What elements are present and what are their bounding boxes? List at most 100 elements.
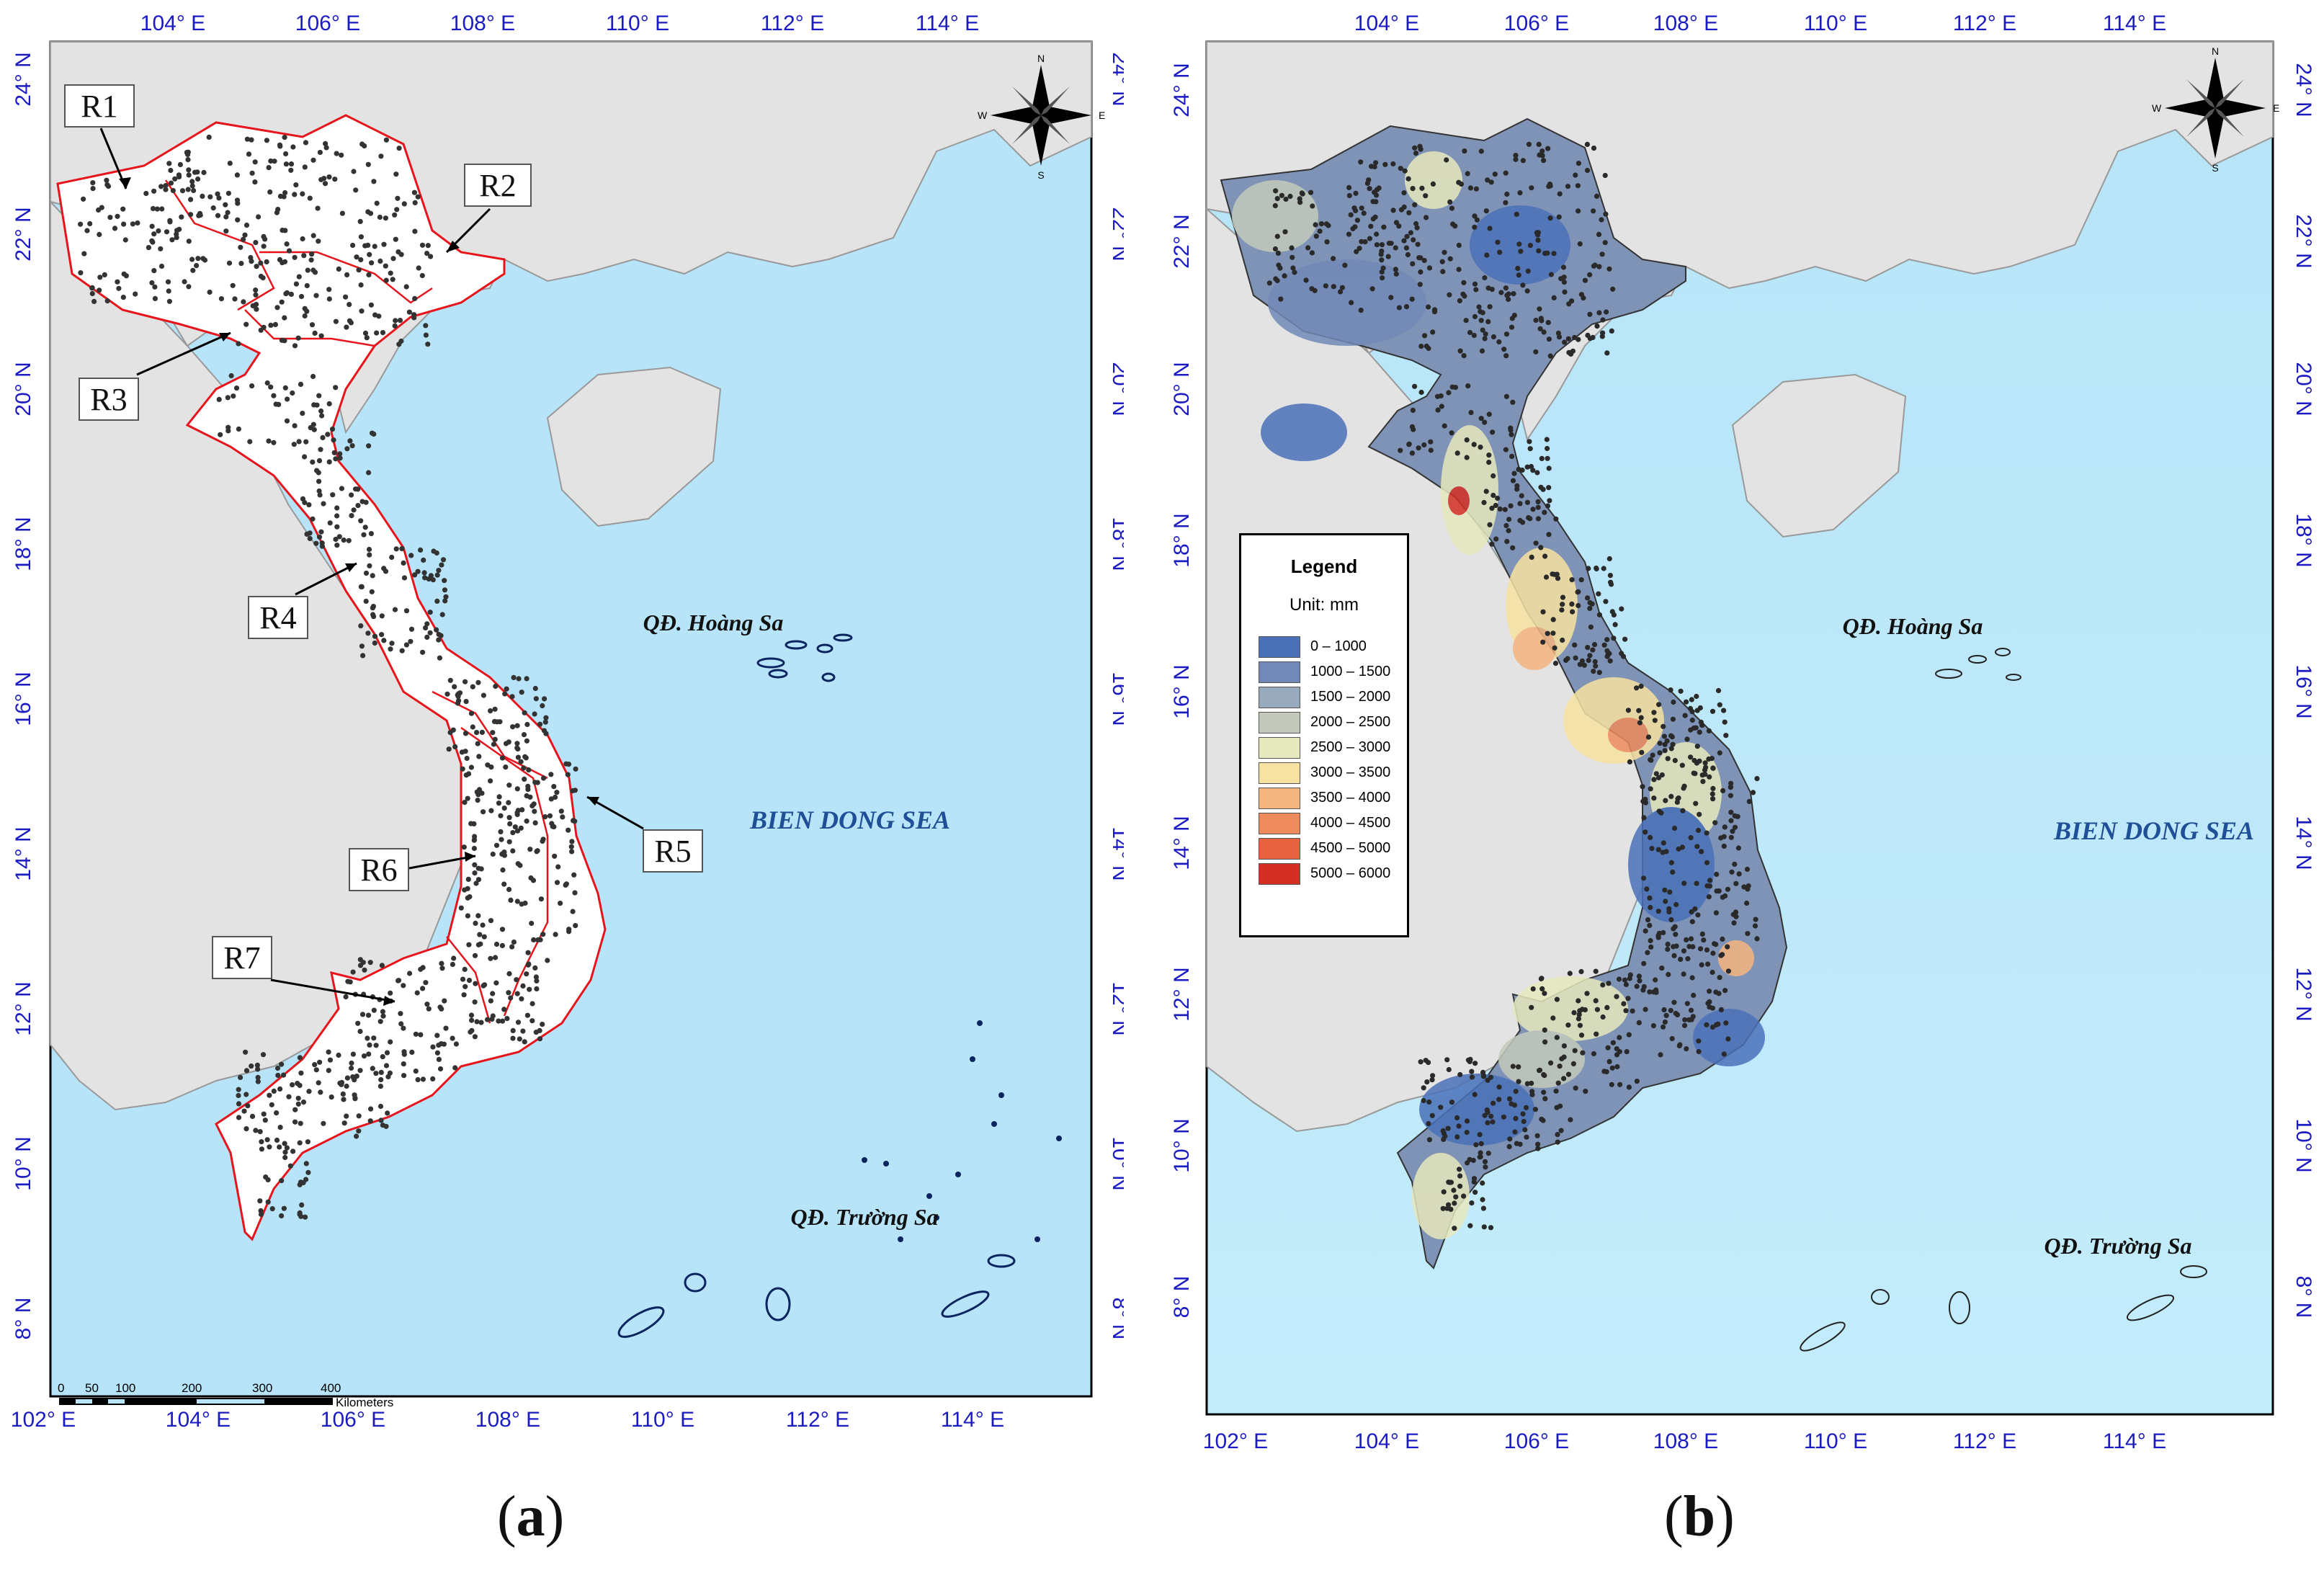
station-dot <box>1529 1080 1534 1087</box>
station-dot <box>356 1113 362 1119</box>
station-dot <box>266 438 272 444</box>
station-dot <box>1694 744 1700 749</box>
station-dot <box>1441 1189 1447 1195</box>
station-dot <box>282 315 287 321</box>
station-dot <box>263 1174 269 1180</box>
station-dot <box>1441 1130 1447 1136</box>
station-dot <box>1452 385 1459 391</box>
station-dot <box>1676 795 1681 801</box>
station-dot <box>1467 1058 1472 1064</box>
station-dot <box>1661 723 1666 729</box>
station-dot <box>1709 756 1715 762</box>
station-dot <box>1560 602 1565 607</box>
station-dot <box>1571 1009 1577 1016</box>
lat-labels-right: 24° N 22° N 20° N 18° N 16° N 14° N 12° … <box>1108 52 1124 1339</box>
station-dot <box>1561 280 1567 285</box>
station-dot <box>377 214 383 220</box>
station-dot <box>1626 1032 1632 1038</box>
station-dot <box>1694 844 1700 849</box>
station-dot <box>418 547 424 553</box>
station-dot <box>299 1202 305 1208</box>
station-dot <box>1657 741 1663 746</box>
station-dot <box>318 333 324 339</box>
station-dot <box>1741 884 1747 890</box>
station-dot <box>514 741 520 746</box>
station-dot <box>200 256 206 262</box>
legend-class-label: 1500 – 2000 <box>1310 689 1391 705</box>
station-dot <box>1643 928 1648 934</box>
legend-classes: 0 – 1000 1000 – 1500 1500 – 2000 2000 – 250… <box>1241 634 1407 886</box>
station-dot <box>1461 1193 1467 1199</box>
station-dot <box>197 210 203 216</box>
station-dot <box>540 932 546 937</box>
station-dot <box>1373 160 1379 166</box>
station-dot <box>1379 257 1385 263</box>
station-dot <box>1569 601 1575 607</box>
station-dot <box>1403 304 1410 310</box>
station-dot <box>1513 156 1519 162</box>
station-dot <box>303 1214 308 1220</box>
station-dot <box>292 343 298 349</box>
station-dot <box>1752 923 1758 929</box>
station-dot <box>355 503 361 509</box>
station-dot <box>277 193 284 199</box>
station-dot <box>1720 788 1726 793</box>
station-dot <box>566 827 571 833</box>
station-dot <box>326 174 332 180</box>
station-dot <box>464 755 470 762</box>
station-dot <box>380 330 386 336</box>
station-dot <box>1661 929 1666 936</box>
station-dot <box>389 554 395 561</box>
offshore-islands <box>617 633 1016 1338</box>
station-dot <box>428 254 434 259</box>
station-dot <box>253 287 259 293</box>
station-dot <box>236 1087 241 1092</box>
station-dot <box>1430 329 1436 335</box>
station-dot <box>524 738 530 744</box>
station-dot <box>1668 860 1674 865</box>
station-dot <box>415 194 421 200</box>
station-dot <box>223 202 228 208</box>
station-dot <box>398 1021 404 1027</box>
station-dot <box>420 965 426 971</box>
station-dot <box>1524 499 1530 505</box>
station-dot <box>1533 317 1539 324</box>
station-dot <box>496 1018 501 1024</box>
station-dot <box>1596 669 1602 675</box>
station-dot <box>1557 191 1563 197</box>
station-dot <box>524 819 529 824</box>
station-dot <box>1561 1043 1567 1049</box>
station-dot <box>1283 196 1289 202</box>
station-dot <box>518 759 524 764</box>
station-dot <box>473 981 478 986</box>
station-dot <box>462 679 468 684</box>
station-dot <box>310 459 316 465</box>
station-dot <box>1393 245 1398 251</box>
station-dot <box>255 1074 261 1080</box>
station-dot <box>248 254 254 261</box>
station-dot <box>218 432 223 437</box>
station-dot <box>1299 190 1305 196</box>
station-dot <box>316 488 322 494</box>
station-dot <box>1418 389 1424 396</box>
station-dot <box>474 1019 480 1025</box>
station-dot <box>1569 577 1575 583</box>
station-dot <box>506 815 512 821</box>
station-dot <box>200 193 205 199</box>
svg-text:18° N: 18° N <box>12 517 35 571</box>
caption-a: (a) <box>497 1485 565 1548</box>
station-dot <box>1681 1022 1688 1028</box>
station-dot <box>1468 410 1474 416</box>
station-dot <box>1410 186 1416 192</box>
svg-text:110° E: 110° E <box>1804 12 1867 35</box>
station-dot <box>1426 345 1431 352</box>
station-dot <box>1535 499 1541 505</box>
station-dot <box>1424 1079 1430 1085</box>
legend-swatch <box>1259 635 1300 658</box>
station-dot <box>1577 661 1583 667</box>
station-dot <box>552 853 558 859</box>
station-dot <box>266 165 272 171</box>
station-dot <box>1614 994 1619 999</box>
station-dot <box>303 140 309 146</box>
station-dot <box>329 1094 334 1100</box>
